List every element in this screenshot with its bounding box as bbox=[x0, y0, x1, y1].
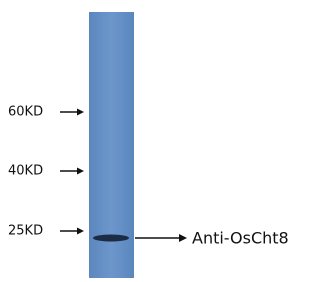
band-label: Anti-OsCht8 bbox=[192, 229, 289, 248]
arrow-head bbox=[77, 109, 84, 116]
arrow-head bbox=[179, 234, 187, 242]
blot-figure: 60KD 40KD 25KD Anti-OsCht8 bbox=[0, 0, 315, 278]
arrow-head bbox=[77, 228, 84, 235]
marker-label: 60KD bbox=[8, 105, 43, 120]
page: 60KD 40KD 25KD Anti-OsCht8 (() => { cons… bbox=[0, 0, 315, 278]
protein-band bbox=[93, 235, 129, 242]
marker-label: 25KD bbox=[8, 224, 43, 239]
arrow-head bbox=[77, 168, 84, 175]
marker-label: 40KD bbox=[8, 164, 43, 179]
